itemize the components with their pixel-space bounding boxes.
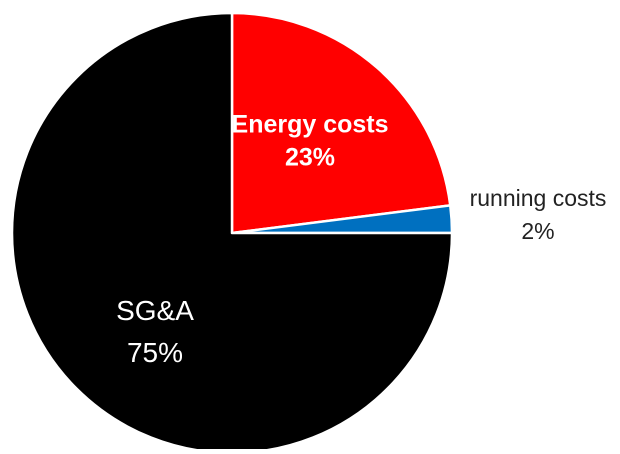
slice-value-running-costs: 2% bbox=[521, 218, 554, 244]
slice-label-running-costs: running costs bbox=[470, 185, 607, 211]
slice-value-sganda: 75% bbox=[127, 337, 183, 368]
slice-value-energy-costs: 23% bbox=[285, 143, 335, 171]
pie-slice-sganda bbox=[10, 11, 454, 454]
pie-slice-energy-costs bbox=[230, 11, 452, 235]
pie-labels: Energy costs 23% running costs 2% SG&A 75% bbox=[116, 110, 606, 368]
slice-label-sganda: SG&A bbox=[116, 295, 194, 326]
pie-slices bbox=[10, 11, 454, 454]
slice-label-energy-costs: Energy costs bbox=[232, 110, 389, 138]
